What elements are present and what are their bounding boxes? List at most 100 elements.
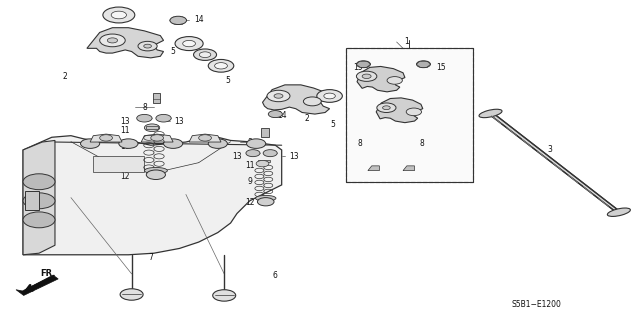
Circle shape	[175, 37, 203, 50]
Text: 3: 3	[547, 145, 552, 154]
Text: 15: 15	[353, 63, 363, 72]
Circle shape	[362, 74, 371, 78]
Circle shape	[212, 290, 236, 301]
Text: 13: 13	[290, 152, 300, 161]
Circle shape	[317, 90, 342, 102]
Circle shape	[377, 103, 396, 113]
Circle shape	[111, 11, 127, 19]
Polygon shape	[357, 66, 405, 92]
Circle shape	[120, 289, 143, 300]
Bar	[153, 93, 161, 103]
Circle shape	[164, 139, 182, 148]
Bar	[93, 156, 145, 172]
Ellipse shape	[607, 208, 630, 216]
Circle shape	[303, 97, 321, 106]
Polygon shape	[141, 134, 173, 142]
Circle shape	[198, 135, 211, 141]
Text: 11: 11	[120, 126, 130, 135]
Circle shape	[274, 94, 283, 98]
Text: S5B1−E1200: S5B1−E1200	[511, 300, 561, 309]
Polygon shape	[189, 134, 221, 142]
Circle shape	[257, 197, 274, 206]
Circle shape	[23, 193, 55, 209]
Polygon shape	[486, 112, 623, 214]
Circle shape	[387, 77, 403, 84]
Bar	[25, 191, 39, 210]
Circle shape	[145, 124, 160, 131]
Text: 8: 8	[420, 139, 424, 148]
Circle shape	[100, 135, 113, 141]
Text: 6: 6	[273, 271, 278, 280]
Text: 12: 12	[245, 198, 255, 207]
Circle shape	[324, 93, 335, 99]
Circle shape	[108, 38, 118, 43]
Ellipse shape	[145, 167, 168, 174]
Text: 10: 10	[120, 142, 130, 151]
Text: 14: 14	[277, 111, 287, 120]
Circle shape	[103, 7, 135, 23]
Text: 5: 5	[110, 11, 115, 19]
Circle shape	[356, 61, 371, 68]
Polygon shape	[90, 134, 122, 142]
Circle shape	[137, 115, 152, 122]
Circle shape	[263, 150, 277, 157]
Text: 9: 9	[247, 177, 252, 186]
Text: 5: 5	[330, 120, 335, 129]
Polygon shape	[368, 166, 380, 171]
Polygon shape	[23, 140, 55, 255]
Circle shape	[170, 16, 186, 25]
Bar	[261, 128, 269, 137]
Text: FR.: FR.	[40, 269, 56, 278]
Circle shape	[119, 139, 138, 148]
Circle shape	[406, 108, 422, 116]
Circle shape	[100, 34, 125, 47]
Circle shape	[193, 49, 216, 60]
Text: 5: 5	[225, 76, 230, 85]
Ellipse shape	[479, 109, 502, 118]
Text: 7: 7	[148, 254, 153, 263]
Circle shape	[156, 115, 172, 122]
Text: 8: 8	[142, 103, 147, 112]
Polygon shape	[262, 85, 330, 114]
Bar	[346, 48, 473, 182]
Bar	[346, 48, 473, 182]
Circle shape	[144, 44, 152, 48]
Circle shape	[23, 212, 55, 228]
Circle shape	[417, 61, 431, 68]
Text: 13: 13	[232, 152, 242, 161]
Polygon shape	[16, 275, 58, 295]
Text: 2: 2	[305, 114, 310, 123]
Polygon shape	[376, 98, 423, 123]
Text: 8: 8	[357, 139, 362, 148]
Circle shape	[256, 160, 269, 167]
Circle shape	[246, 150, 260, 157]
Text: 13: 13	[120, 117, 130, 126]
Circle shape	[138, 41, 157, 51]
Circle shape	[356, 71, 377, 81]
Circle shape	[147, 170, 166, 180]
Bar	[258, 160, 269, 162]
Circle shape	[383, 106, 390, 110]
Text: 8: 8	[248, 137, 252, 146]
Circle shape	[23, 174, 55, 190]
Circle shape	[246, 139, 266, 148]
Bar	[147, 126, 158, 129]
Text: 15: 15	[436, 63, 446, 72]
Ellipse shape	[255, 196, 276, 201]
Polygon shape	[403, 166, 415, 171]
Circle shape	[151, 135, 164, 141]
Circle shape	[208, 139, 227, 148]
Polygon shape	[87, 28, 164, 58]
Text: 2: 2	[62, 72, 67, 81]
Text: 5: 5	[171, 47, 175, 56]
Text: 4: 4	[212, 60, 217, 69]
Circle shape	[214, 63, 227, 69]
Text: 11: 11	[245, 161, 255, 170]
Text: 13: 13	[175, 117, 184, 126]
Text: 14: 14	[194, 15, 204, 24]
Circle shape	[81, 139, 100, 148]
Text: 12: 12	[120, 173, 130, 182]
Circle shape	[182, 41, 195, 47]
Circle shape	[267, 90, 290, 102]
Circle shape	[268, 111, 282, 118]
